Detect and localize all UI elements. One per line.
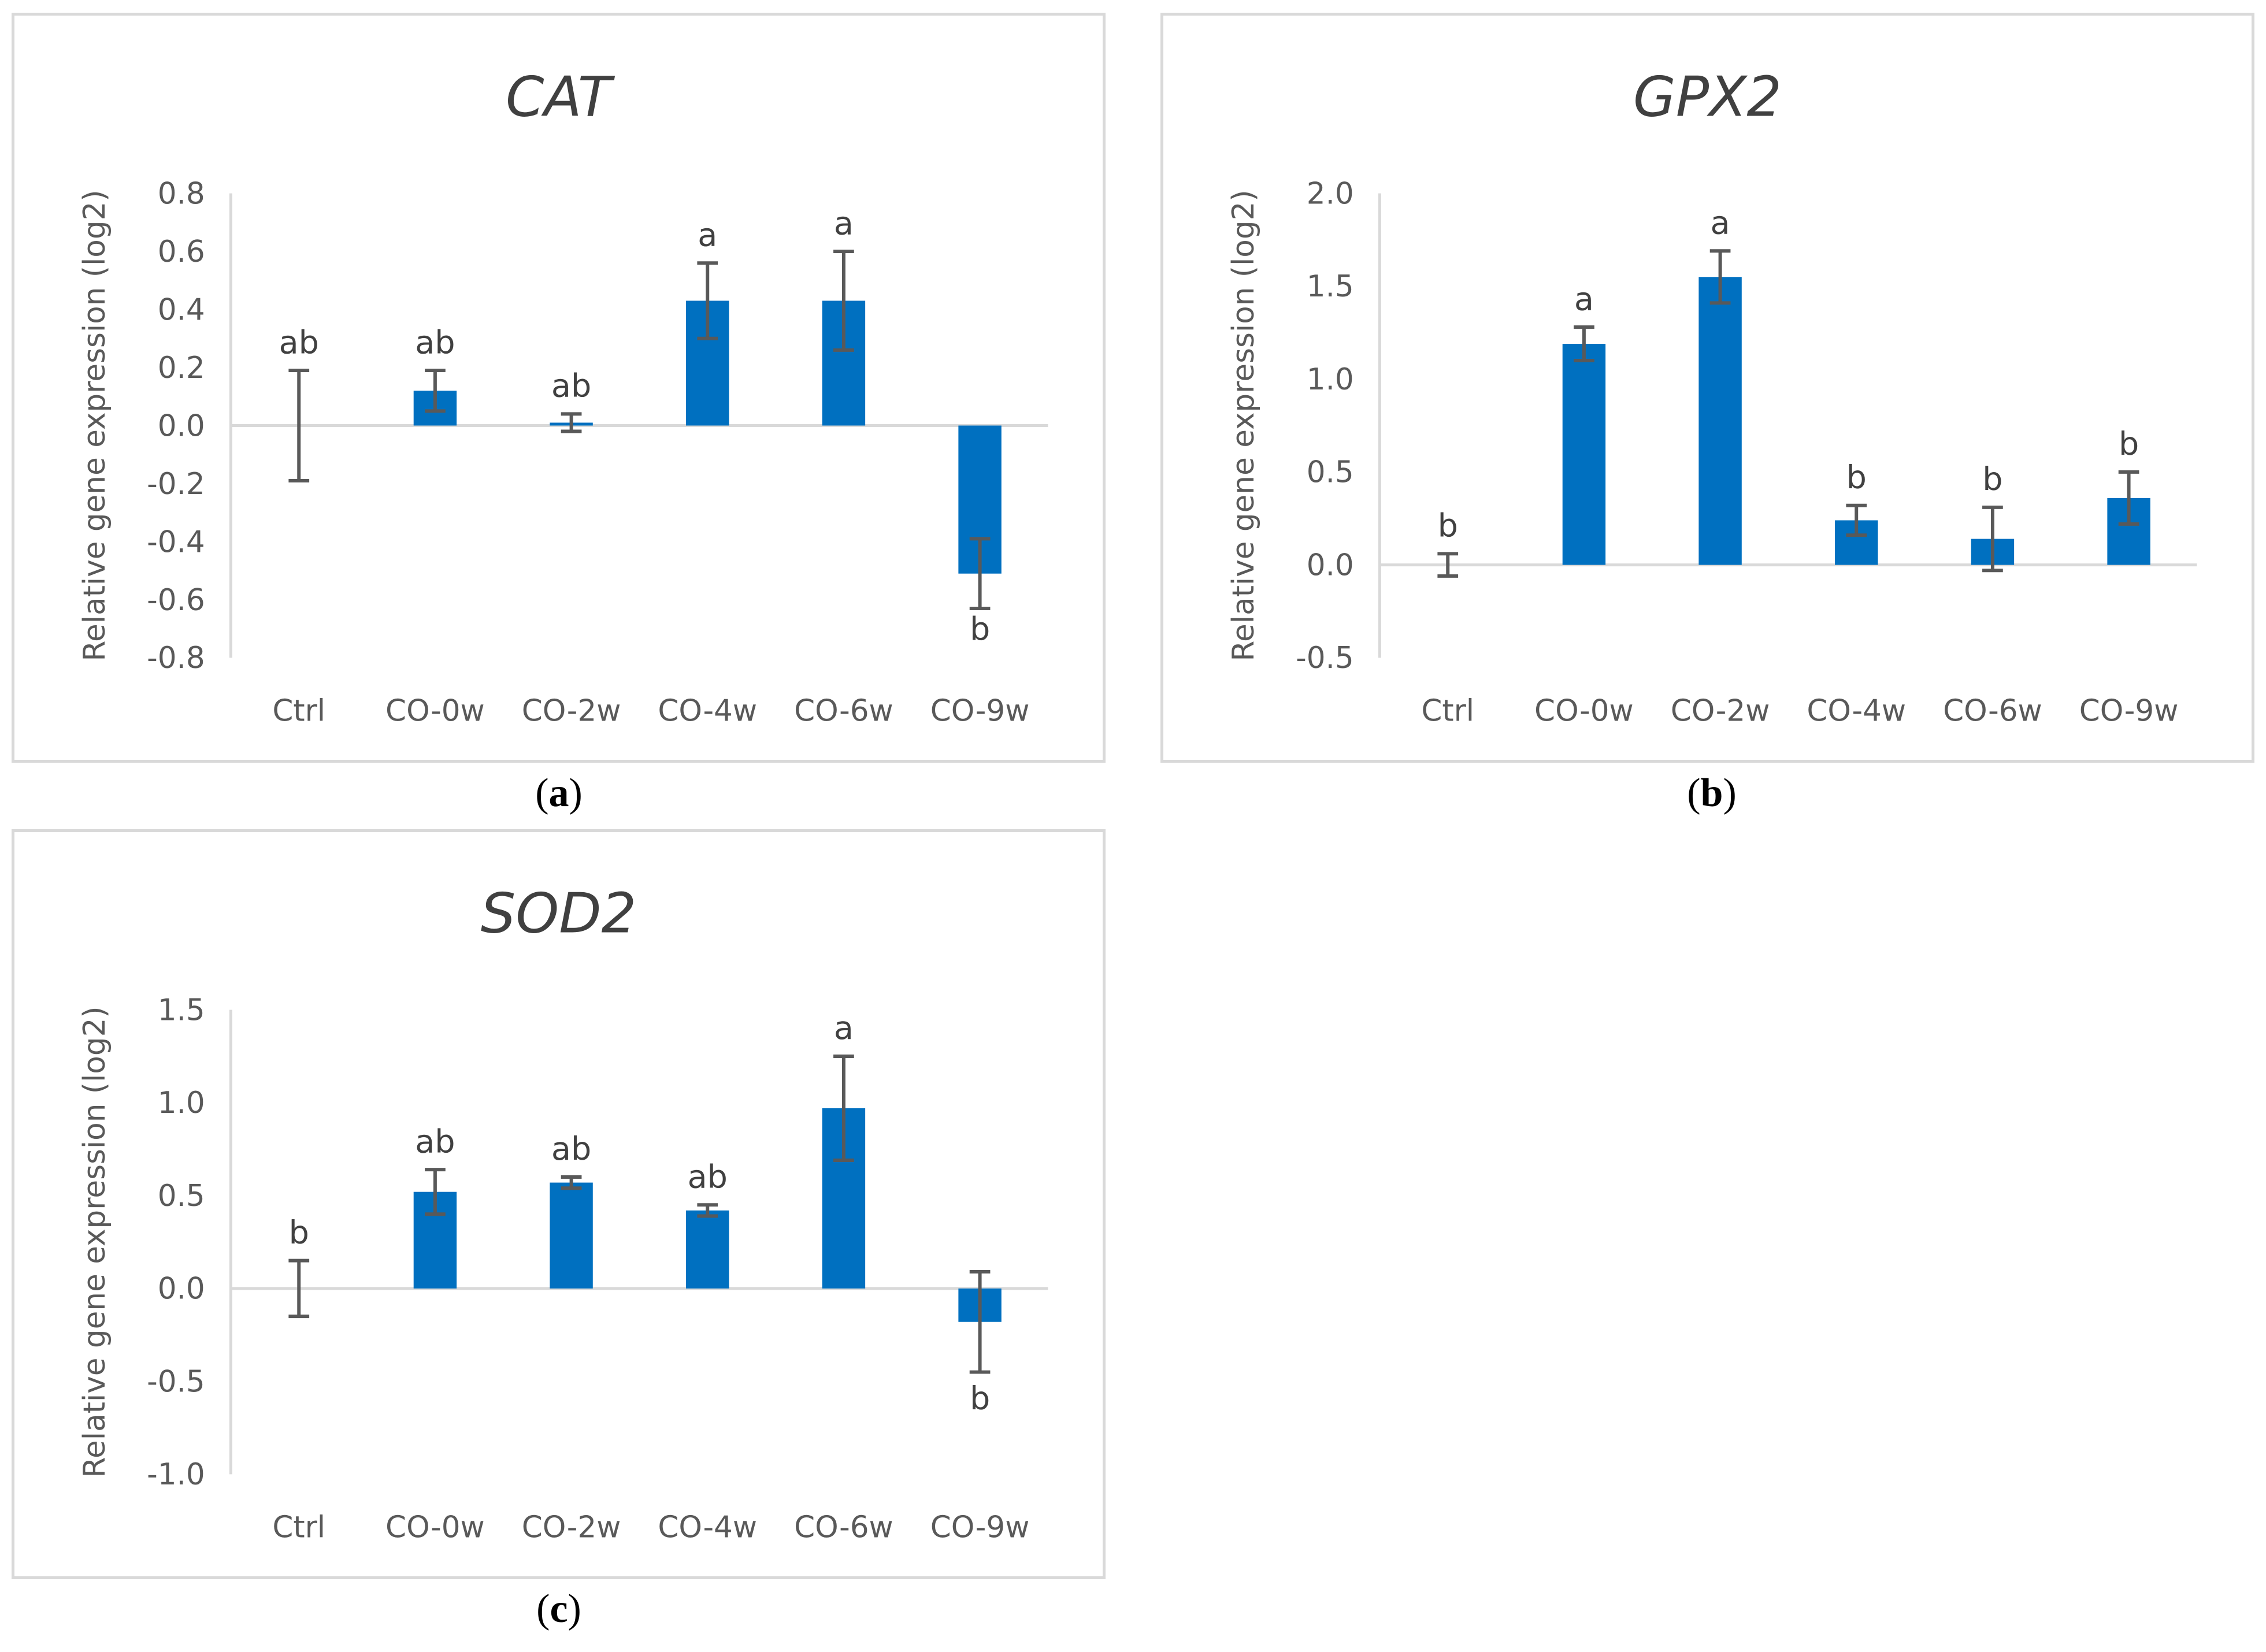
significance-label: b (2119, 425, 2139, 463)
chart-gpx2: GPX2 Relative gene expression (log2) 2.0 1.… (1226, 66, 2197, 729)
significance-label: a (698, 216, 717, 254)
x-tick-label: Ctrl (1421, 694, 1474, 729)
significance-label: a (834, 205, 854, 242)
y-tick-label: 0.8 (158, 176, 205, 211)
error-bar (425, 1168, 446, 1216)
significance-label: b (970, 611, 990, 648)
y-tick-label: 0.6 (158, 235, 205, 269)
error-bar (833, 1055, 854, 1163)
y-tick-label: -0.2 (147, 467, 205, 502)
chart-cat: CAT Relative gene expression (log2) 0.8 0.6… (77, 66, 1048, 729)
error-bar (697, 1203, 718, 1218)
y-tick-label: 0.5 (158, 1179, 205, 1213)
significance-label: ab (279, 324, 319, 361)
significance-label: ab (551, 1130, 591, 1168)
y-tick-label: 1.5 (1307, 269, 1354, 304)
y-tick-label: 1.0 (1307, 362, 1354, 397)
y-tick-label: 0.0 (158, 1272, 205, 1306)
y-tick-label: -1.0 (147, 1457, 205, 1492)
x-tick-label: CO-9w (930, 694, 1030, 729)
y-tick-label: 1.5 (158, 993, 205, 1027)
y-tick-label: 0.0 (158, 409, 205, 443)
x-tick-label: CO-2w (522, 694, 621, 729)
x-tick-label: Ctrl (272, 694, 325, 729)
y-tick-label: -0.6 (147, 583, 205, 618)
caption-a: (a) (535, 771, 583, 815)
y-tick-label: -0.5 (147, 1364, 205, 1399)
x-tick-label: CO-4w (1807, 694, 1906, 729)
bar (1562, 344, 1606, 565)
x-tick-label: CO-4w (658, 694, 757, 729)
error-bar (969, 1269, 991, 1374)
y-tick-label: 1.0 (158, 1086, 205, 1120)
chart-sod2: SOD2 Relative gene expression (log2) 1.5 1.… (77, 882, 1048, 1545)
significance-label: b (1846, 459, 1867, 496)
error-bar (833, 250, 854, 352)
chart-title: GPX2 (1633, 66, 1782, 129)
x-tick-label: CO-6w (794, 694, 893, 729)
significance-label: b (970, 1380, 990, 1417)
y-tick-label: 0.0 (1307, 548, 1354, 582)
error-bar (288, 369, 310, 482)
x-tick-label: CO-4w (658, 1510, 757, 1545)
error-bar (561, 412, 582, 433)
error-bar (1437, 552, 1459, 578)
error-bar (697, 261, 718, 340)
error-bar (288, 1259, 310, 1319)
significance-label: ab (688, 1158, 728, 1196)
error-bar (1574, 325, 1594, 362)
x-tick-label: CO-0w (1534, 694, 1634, 729)
chart-title: CAT (506, 66, 615, 129)
significance-label: b (1982, 461, 2002, 498)
chart-panel-sod2: SOD2 Relative gene expression (log2) 1.5 1.… (12, 829, 1106, 1579)
x-tick-label: CO-9w (930, 1510, 1030, 1545)
x-tick-label: CO-9w (2079, 694, 2179, 729)
significance-label: a (834, 1009, 854, 1047)
y-axis-label: Relative gene expression (log2) (1226, 190, 1261, 661)
significance-label: ab (415, 1123, 455, 1160)
y-tick-label: -0.8 (147, 641, 205, 675)
significance-label: a (1574, 280, 1594, 318)
significance-label: ab (551, 367, 591, 405)
x-tick-label: CO-0w (385, 1510, 485, 1545)
y-tick-label: 0.2 (158, 351, 205, 385)
y-tick-label: 2.0 (1307, 176, 1354, 211)
x-tick-label: CO-2w (1671, 694, 1770, 729)
error-bar (969, 537, 991, 610)
bar (550, 1182, 593, 1289)
significance-label: ab (415, 324, 455, 361)
chart-title: SOD2 (481, 882, 636, 946)
x-tick-label: CO-6w (794, 1510, 893, 1545)
significance-label: a (1711, 205, 1730, 242)
y-tick-label: -0.5 (1296, 641, 1354, 675)
x-tick-label: CO-6w (1943, 694, 2042, 729)
error-bar (1846, 503, 1867, 537)
error-bar (425, 369, 446, 413)
chart-panel-gpx2: GPX2 Relative gene expression (log2) 2.0 1.… (1160, 13, 2254, 763)
error-bar (1709, 249, 1731, 305)
x-tick-label: CO-0w (385, 694, 485, 729)
error-bar (1982, 505, 2003, 573)
significance-label: b (289, 1214, 309, 1252)
caption-c: (c) (536, 1587, 581, 1631)
y-axis-label: Relative gene expression (log2) (77, 1006, 112, 1477)
error-bar (2118, 470, 2139, 526)
y-tick-label: -0.4 (147, 525, 205, 559)
error-bar (561, 1175, 582, 1190)
y-tick-label: 0.5 (1307, 455, 1354, 490)
bar (686, 1210, 729, 1289)
y-axis-label: Relative gene expression (log2) (77, 190, 112, 661)
x-tick-label: CO-2w (522, 1510, 621, 1545)
significance-label: b (1438, 507, 1458, 545)
bar (1698, 277, 1742, 565)
caption-b: (b) (1687, 771, 1737, 815)
chart-panel-cat: CAT Relative gene expression (log2) 0.8 0.6… (12, 13, 1106, 763)
y-tick-label: 0.4 (158, 292, 205, 327)
x-tick-label: Ctrl (272, 1510, 325, 1545)
